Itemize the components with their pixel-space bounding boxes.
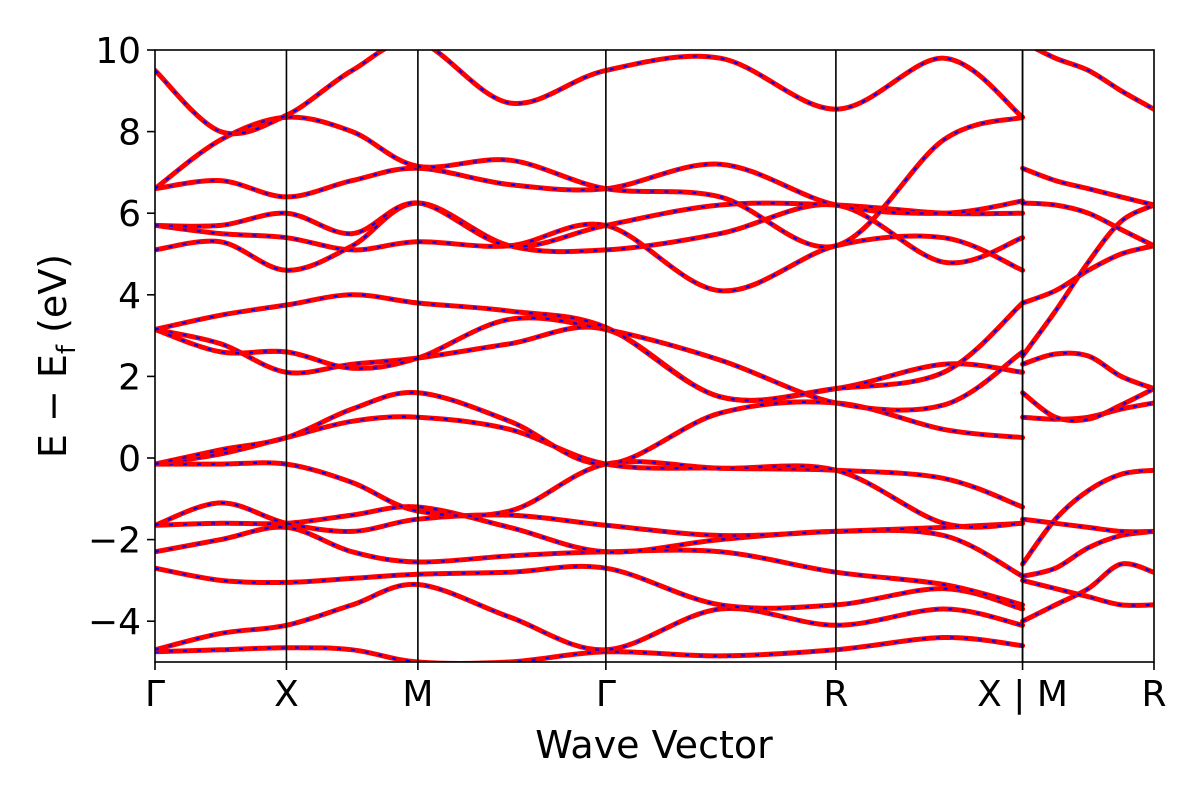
plot-frame bbox=[154, 49, 1155, 663]
band-22-red bbox=[1020, 516, 1154, 535]
band-2-blue bbox=[155, 565, 1023, 611]
y-axis-label-main: E − E bbox=[31, 354, 75, 458]
y-axis-label: E − Ef (eV) bbox=[31, 254, 82, 458]
band-12-blue bbox=[155, 223, 1024, 292]
y-tick-label-4: 4 bbox=[118, 276, 141, 317]
band-30-red bbox=[1032, 50, 1154, 112]
x-tick-label-1: X bbox=[274, 674, 299, 715]
band-13-blue bbox=[155, 201, 1023, 272]
band-30-blue bbox=[1035, 50, 1154, 111]
band-28-red bbox=[1020, 200, 1154, 249]
x-tick-label-4: R bbox=[823, 674, 848, 715]
x-tick-label-5: X | M bbox=[977, 674, 1068, 715]
band-3-red bbox=[155, 524, 1026, 608]
band-8-red bbox=[155, 389, 1026, 467]
band-10-blue bbox=[155, 316, 1024, 412]
x-tick-label-0: Γ bbox=[145, 674, 165, 715]
band-19-red bbox=[1020, 577, 1154, 608]
band-5-red bbox=[155, 500, 1026, 539]
band-15-red bbox=[155, 161, 1026, 216]
band-26-blue bbox=[1022, 244, 1154, 305]
band-29-red bbox=[1020, 165, 1154, 208]
band-2-red bbox=[155, 563, 1026, 612]
band-6-red bbox=[155, 459, 1026, 519]
band-27-blue bbox=[1021, 204, 1154, 357]
band-0-blue bbox=[155, 636, 1023, 662]
band-18-blue bbox=[1022, 562, 1154, 623]
band-8-blue bbox=[155, 391, 1023, 466]
band-27-red bbox=[1020, 202, 1154, 359]
y-tick-label-5: 6 bbox=[118, 194, 141, 235]
y-tick-label-2: 0 bbox=[118, 439, 141, 480]
y-axis-label-unit: (eV) bbox=[31, 254, 75, 345]
band-1-blue bbox=[155, 583, 1023, 651]
y-tick-label-6: 8 bbox=[118, 113, 141, 154]
y-tick-label-1: −2 bbox=[88, 521, 141, 562]
band-21-blue bbox=[1021, 469, 1154, 565]
band-9-red bbox=[155, 324, 1026, 403]
band-11-red bbox=[155, 292, 1026, 403]
x-tick-label-2: M bbox=[402, 674, 433, 715]
x-tick-label-3: Γ bbox=[596, 674, 616, 715]
band-24-blue bbox=[1021, 387, 1154, 422]
band-14-blue bbox=[155, 201, 1023, 248]
band-17-red bbox=[155, 50, 1026, 137]
band-9-blue bbox=[155, 326, 1023, 402]
y-axis: −4 −2 0 2 4 6 8 10 bbox=[88, 31, 155, 643]
y-tick-label-0: −4 bbox=[88, 602, 141, 643]
y-tick-label-7: 10 bbox=[95, 31, 141, 72]
x-axis: Γ X M Γ R X | M R bbox=[145, 662, 1167, 715]
band-19-blue bbox=[1022, 579, 1154, 607]
band-11-blue bbox=[155, 293, 1024, 402]
band-20-blue bbox=[1022, 530, 1154, 578]
band-5-blue bbox=[155, 501, 1023, 537]
bands-layer bbox=[155, 50, 1154, 662]
x-tick-label-6: R bbox=[1141, 674, 1166, 715]
band-25-red bbox=[1020, 350, 1154, 392]
band-26-red bbox=[1020, 243, 1154, 306]
band-28-blue bbox=[1022, 201, 1154, 247]
band-10-red bbox=[155, 315, 1026, 413]
y-tick-label-3: 2 bbox=[118, 357, 141, 398]
y-axis-label-subscript: f bbox=[52, 344, 82, 354]
kpath-lines bbox=[285, 50, 1024, 662]
band-6-blue bbox=[155, 460, 1023, 517]
band-29-blue bbox=[1022, 167, 1154, 207]
x-axis-label: Wave Vector bbox=[535, 723, 773, 767]
